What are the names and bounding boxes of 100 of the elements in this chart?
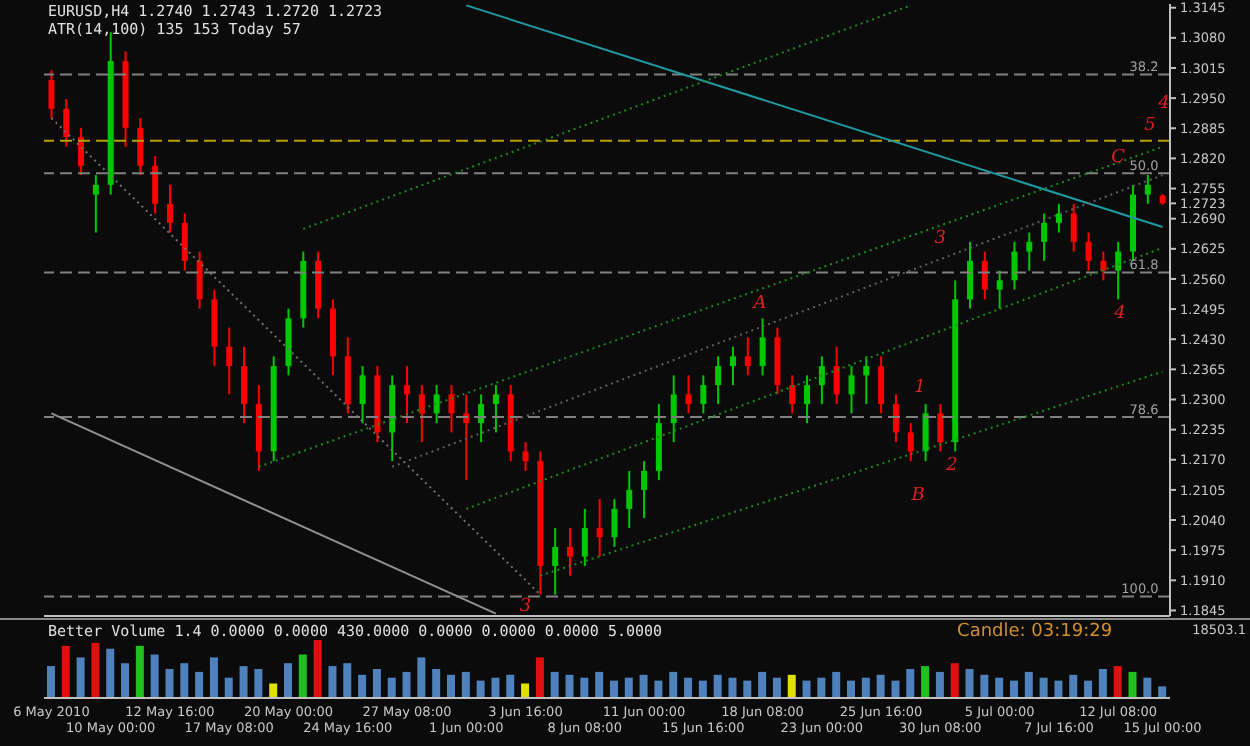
bar [891, 680, 900, 698]
bar [476, 680, 485, 698]
bar [269, 683, 278, 698]
annotation: 3 [519, 596, 532, 617]
candlestick [418, 384, 425, 444]
bar [728, 677, 737, 698]
candlestick [137, 117, 144, 177]
bar [565, 674, 574, 698]
candlestick [285, 307, 292, 377]
annotation: 4 [1158, 94, 1170, 114]
candlestick [744, 336, 751, 377]
bar [684, 677, 693, 698]
bar [491, 677, 500, 698]
bar [935, 671, 944, 698]
candlestick [63, 98, 70, 148]
candlestick [211, 288, 218, 368]
annotation: 4 [1114, 304, 1126, 324]
bar [1098, 669, 1107, 698]
candlestick [996, 269, 1003, 310]
candlestick [596, 498, 603, 558]
bar [506, 674, 515, 698]
bar [906, 669, 915, 698]
bar [298, 654, 307, 698]
candlestick [344, 336, 351, 415]
bar [743, 680, 752, 698]
bar [832, 671, 841, 698]
candlestick [78, 126, 85, 177]
candlestick [848, 365, 855, 415]
bar [1158, 686, 1167, 698]
annotation: A [753, 294, 767, 314]
bar [698, 680, 707, 698]
bar [654, 680, 663, 698]
bar [1069, 674, 1078, 698]
bar [372, 669, 381, 698]
candlestick [967, 240, 974, 310]
candlestick [892, 393, 899, 444]
bar [758, 671, 767, 698]
candlestick [329, 298, 336, 377]
candlestick [759, 317, 766, 377]
bar [209, 657, 218, 698]
bar [965, 669, 974, 698]
candlestick [611, 498, 618, 548]
bar [669, 671, 678, 698]
bar [1054, 680, 1063, 698]
candlestick [863, 355, 870, 406]
candlestick [226, 326, 233, 396]
bar [106, 648, 115, 698]
candlestick [700, 374, 707, 415]
bar [180, 663, 189, 698]
candlestick [1055, 202, 1062, 234]
candlestick [981, 250, 988, 301]
candlestick [626, 469, 633, 529]
bar [580, 677, 589, 698]
bar [165, 669, 174, 698]
bar [135, 645, 144, 698]
bar [921, 666, 930, 698]
bar [1143, 677, 1152, 698]
bar [76, 657, 85, 698]
candlestick [241, 345, 248, 425]
candlestick [922, 403, 929, 463]
bar [402, 671, 411, 698]
bar [861, 677, 870, 698]
bar [358, 674, 367, 698]
bar [461, 671, 470, 698]
annotation: 3 [934, 228, 947, 249]
candlestick [937, 403, 944, 453]
candlestick [1041, 212, 1048, 262]
bar [535, 657, 544, 698]
bar [550, 671, 559, 698]
candlestick [552, 526, 559, 596]
bar [121, 663, 130, 698]
annotation: 5 [1144, 116, 1156, 136]
bar [1084, 680, 1093, 698]
annotation: 2 [946, 456, 958, 476]
candlestick [774, 326, 781, 396]
bar [46, 666, 55, 698]
candlestick [492, 384, 499, 434]
candlestick [1144, 174, 1151, 205]
candlestick [1085, 231, 1092, 272]
candlestick [1011, 240, 1018, 291]
bar [195, 671, 204, 698]
candlestick [389, 374, 396, 463]
bar [639, 674, 648, 698]
candlestick [1070, 202, 1077, 253]
bar [224, 677, 233, 698]
candlestick [670, 374, 677, 444]
bar [1039, 677, 1048, 698]
bar [150, 654, 159, 698]
candlestick [359, 365, 366, 425]
bar [950, 663, 959, 698]
bar [595, 671, 604, 698]
annotation: Candle: 03:19:29 [957, 622, 1113, 642]
candlestick [404, 365, 411, 425]
candlestick [804, 374, 811, 425]
candlestick [878, 355, 885, 415]
candlestick [641, 460, 648, 520]
candlestick [833, 345, 840, 406]
bar [772, 677, 781, 698]
bar [521, 683, 530, 698]
candlestick [655, 403, 662, 482]
